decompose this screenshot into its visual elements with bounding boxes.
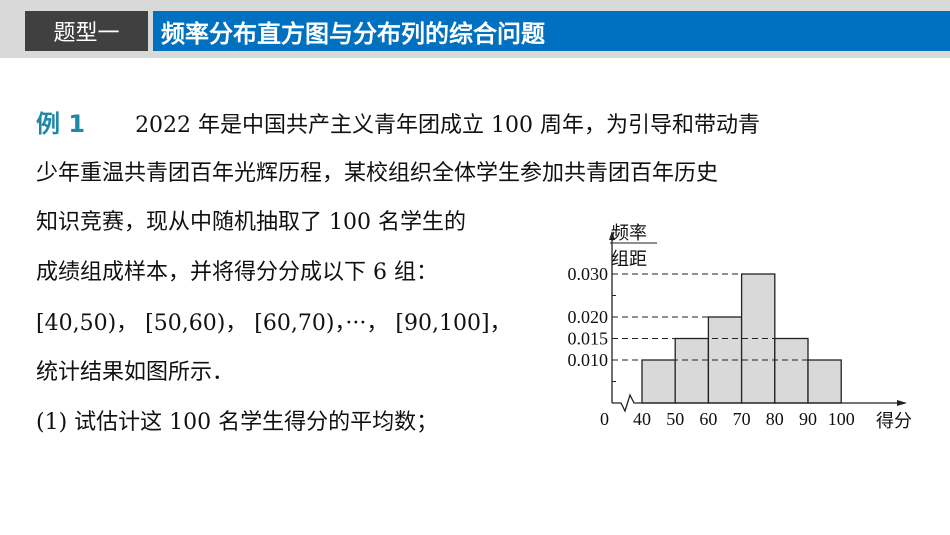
- histogram-bar: [674, 337, 710, 404]
- section-tag: 题型一: [25, 11, 148, 51]
- x-tick-label: 90: [799, 409, 817, 429]
- y-tick-label: 0.030: [568, 264, 609, 284]
- histogram-bar: [774, 337, 809, 404]
- histogram-bar: [807, 359, 842, 404]
- problem-line: 统计结果如图所示．: [36, 360, 235, 385]
- y-axis-label-bottom: 组距: [611, 249, 647, 269]
- y-tick-label: 0.020: [568, 307, 609, 327]
- problem-line: 成绩组成样本，并将得分分成以下 6 组：: [36, 260, 438, 285]
- problem-line: 少年重温共青团百年光辉历程，某校组织全体学生参加共青团百年历史: [36, 161, 719, 186]
- y-axis-label-top: 频率: [611, 223, 647, 243]
- axis-break: [612, 393, 642, 413]
- x-tick-label: 50: [666, 409, 684, 429]
- y-tick-label: 0.010: [568, 350, 609, 370]
- section-title: 频率分布直方图与分布列的综合问题: [153, 11, 950, 51]
- example-label: 例 1: [36, 110, 86, 138]
- x-tick-label: 60: [699, 409, 717, 429]
- line-text: 2022 年是中国共产主义青年团成立 100 周年，为引导和带动青: [135, 113, 761, 138]
- x-axis-arrow: [897, 400, 907, 406]
- problem-line: 知识竞赛，现从中随机抽取了 100 名学生的: [36, 210, 466, 235]
- y-axis-arrow: [609, 231, 615, 240]
- origin-label: 0: [600, 409, 609, 429]
- x-axis-label: 得分: [876, 411, 912, 431]
- x-tick-label: 80: [766, 409, 784, 429]
- x-tick-label: 70: [733, 409, 751, 429]
- histogram-bar: [641, 359, 676, 404]
- y-tick-label: 0.015: [568, 329, 609, 349]
- x-tick-label: 40: [633, 409, 651, 429]
- problem-line: [40,50)， [50,60)， [60,70)，···， [90,100]，: [36, 311, 512, 336]
- problem-line: 例 1 2022 年是中国共产主义青年团成立 100 周年，为引导和带动青: [36, 104, 760, 139]
- x-tick-label: 100: [828, 409, 855, 429]
- problem-line: (1) 试估计这 100 名学生得分的平均数；: [36, 410, 439, 435]
